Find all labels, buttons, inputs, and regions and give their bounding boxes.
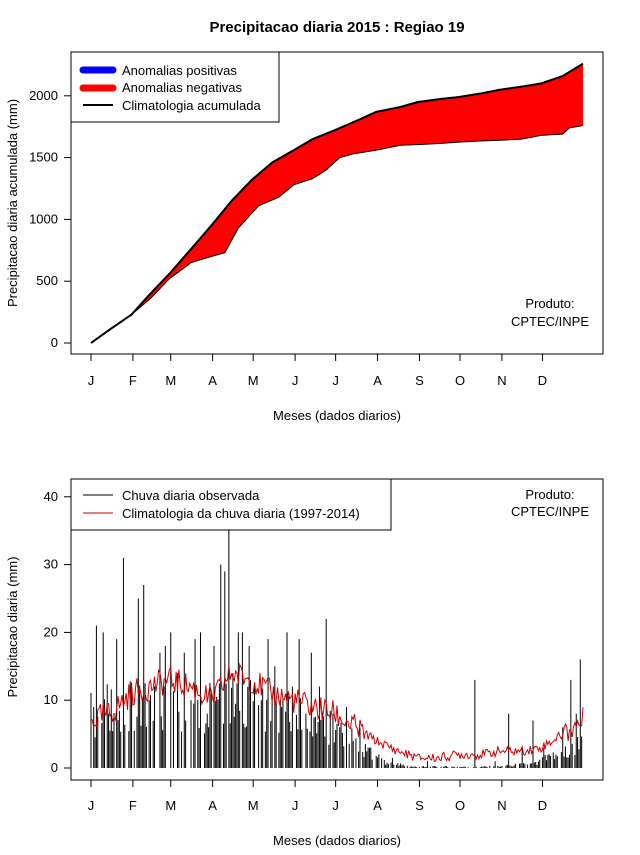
bottom-x-tick-label: A <box>373 798 382 813</box>
bottom-y-axis: 0 10 20 30 40 <box>44 489 72 775</box>
top-y-axis-label: Precipitacao diaria acumulada (mm) <box>5 99 20 307</box>
top-x-tick-label: A <box>208 373 217 388</box>
legend-label-negative: Anomalias negativas <box>122 80 242 95</box>
observed-cumulative-line <box>90 124 584 344</box>
bottom-y-tick-label: 40 <box>44 489 58 504</box>
top-x-tick-label: S <box>415 373 424 388</box>
bottom-x-tick-label: J <box>88 798 95 813</box>
bottom-x-tick-label: S <box>415 798 424 813</box>
bottom-x-tick-label: M <box>165 798 176 813</box>
top-x-tick-label: M <box>165 373 176 388</box>
legend-label-clim-daily: Climatologia da chuva diaria (1997-2014) <box>122 506 360 521</box>
legend-label-climatology: Climatologia acumulada <box>122 98 262 113</box>
page-title: Precipitacao diaria 2015 : Regiao 19 <box>209 19 464 36</box>
bottom-legend-box <box>70 478 392 531</box>
legend-label-observed: Chuva diaria observada <box>122 488 260 503</box>
top-x-tick-label: N <box>497 373 506 388</box>
bottom-x-tick-label: F <box>129 798 137 813</box>
bottom-x-tick-label: A <box>208 798 217 813</box>
climatology-cumulative-line <box>90 62 584 344</box>
top-x-tick-label: J <box>88 373 95 388</box>
bottom-x-tick-label: J <box>332 798 339 813</box>
top-x-tick-label: M <box>248 373 259 388</box>
bottom-y-tick-label: 0 <box>51 760 58 775</box>
bottom-y-tick-label: 20 <box>44 624 58 639</box>
bottom-y-tick-label: 30 <box>44 557 58 572</box>
top-product-source: CPTEC/INPE <box>511 314 589 329</box>
top-y-tick-label: 2000 <box>29 88 58 103</box>
top-y-tick-label: 500 <box>36 273 58 288</box>
top-x-tick-label: J <box>292 373 299 388</box>
top-legend: Anomalias positivas Anomalias negativas … <box>70 51 280 123</box>
top-x-tick-label: F <box>129 373 137 388</box>
top-x-tick-label: D <box>538 373 547 388</box>
top-x-tick-label: O <box>455 373 465 388</box>
climatology-daily-line <box>90 662 584 763</box>
bottom-x-tick-label: D <box>538 798 547 813</box>
bottom-y-tick-label: 10 <box>44 692 58 707</box>
bottom-x-axis-label: Meses (dados diarios) <box>273 833 401 848</box>
bottom-x-tick-label: O <box>455 798 465 813</box>
legend-label-positive: Anomalias positivas <box>122 63 237 78</box>
top-y-axis: 0 500 1000 1500 2000 <box>29 88 72 350</box>
daily-chart: 0 10 20 30 40 J F M A M J J A S O N D Meses (dados diar… <box>5 478 604 848</box>
cumulative-chart: 0 500 1000 1500 2000 J F M A M J J A S O N D Meses (dad… <box>5 51 604 423</box>
bottom-product-source: CPTEC/INPE <box>511 504 589 519</box>
observed-daily-bars <box>90 503 583 768</box>
bottom-x-tick-label: N <box>497 798 506 813</box>
bottom-legend: Chuva diaria observada Climatologia da c… <box>70 478 392 531</box>
bottom-x-tick-label: M <box>248 798 259 813</box>
bottom-y-axis-label: Precipitacao diaria (mm) <box>5 557 20 698</box>
top-y-tick-label: 1000 <box>29 211 58 226</box>
top-x-axis-label: Meses (dados diarios) <box>273 408 401 423</box>
negative-anomaly-area <box>91 63 583 343</box>
bottom-x-tick-label: J <box>292 798 299 813</box>
bottom-product-label: Produto: <box>525 487 574 502</box>
top-y-tick-label: 0 <box>51 335 58 350</box>
top-y-tick-label: 1500 <box>29 150 58 165</box>
top-x-tick-label: J <box>332 373 339 388</box>
top-product-label: Produto: <box>525 296 574 311</box>
top-x-tick-label: A <box>373 373 382 388</box>
